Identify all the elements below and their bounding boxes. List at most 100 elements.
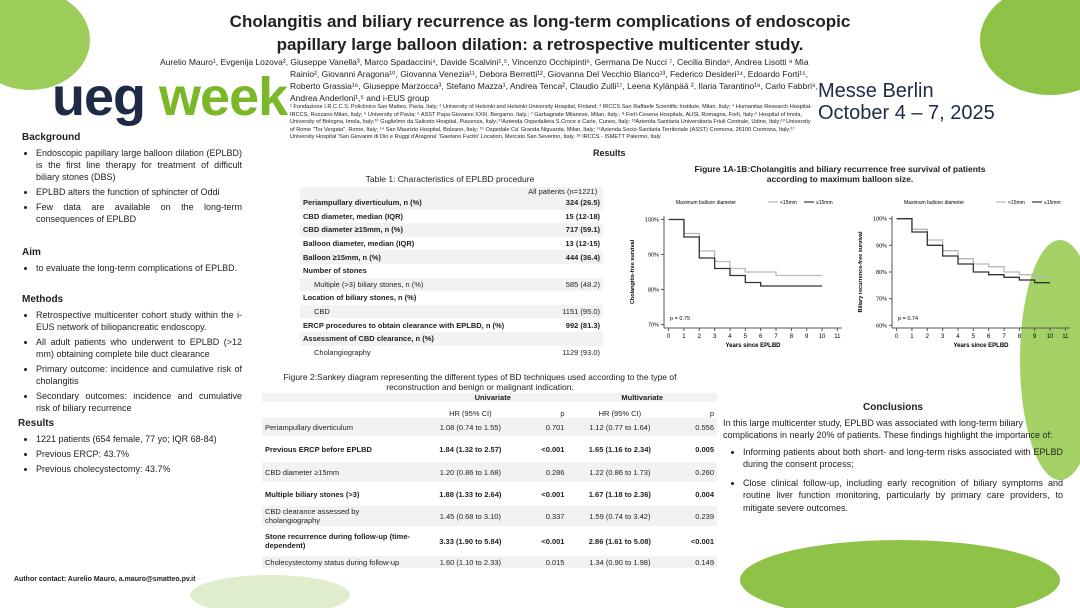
section-heading: Results	[18, 418, 55, 429]
table-row: CBD clearance assessed by cholangiograph…	[262, 506, 717, 526]
cell: 1.67 (1.18 to 2.36)	[588, 489, 651, 499]
y-axis-label: Cholangitis-free survival	[630, 239, 636, 304]
table-row: Cholangiography 1129 (93.0)	[300, 345, 603, 360]
x-tick-label: 5	[972, 334, 976, 340]
venue: Messe Berlin October 4 – 7, 2025	[818, 80, 995, 124]
x-tick-label: 0	[895, 334, 899, 340]
bullet: Primary outcome: incidence and cumulativ…	[36, 363, 242, 387]
legend-label: <15mm	[780, 200, 797, 206]
cell: CBD clearance assessed by cholangiograph…	[265, 507, 360, 525]
cell: 0.005	[695, 444, 714, 454]
x-tick-label: 7	[1002, 334, 1006, 340]
x-tick-label: 4	[956, 334, 960, 340]
header-row: All patients (n=1221)	[300, 187, 603, 196]
table-row: Multiple (>3) biliary stones, n (%) 585 (…	[300, 277, 603, 292]
x-tick-label: 10	[1047, 334, 1054, 340]
y-tick-label: 90%	[648, 253, 659, 259]
cell: 444 (36.4)	[565, 252, 600, 262]
legend-label: <15mm	[1008, 200, 1025, 206]
table-row: Assessment of CBD clearance, n (%)	[300, 331, 603, 346]
cell: 0.015	[545, 557, 565, 567]
cell: Cholangiography	[314, 347, 371, 357]
survival-curve	[668, 218, 823, 277]
table-row: Previous ERCP before EPLBD 1.84 (1.32 to …	[262, 436, 717, 462]
x-axis-label: Years since EPLBD	[725, 343, 781, 349]
legend-title: Maximum balloon diameter	[676, 200, 736, 206]
cell: Balloon diameter, median (IQR)	[303, 239, 415, 249]
cell: 0.701	[545, 422, 565, 432]
column-row: HR (95% CI) p HR (95% CI) p	[262, 402, 717, 418]
survival-curve	[668, 218, 823, 287]
x-tick-label: 6	[987, 334, 991, 340]
cell: <0.001	[541, 444, 565, 454]
affiliations: ¹ Fondazione I.R.C.C.S. Policlinico San …	[290, 104, 812, 141]
cell	[300, 187, 522, 196]
table-row: CBD 1151 (95.0)	[300, 304, 603, 319]
x-tick-label: 2	[698, 334, 702, 340]
authors: Aurelio Mauro¹, Evgenija Lozova², Giusep…	[160, 57, 818, 103]
x-tick-label: 0	[667, 334, 671, 340]
cell: Stone recurrence during follow-up (time-…	[265, 532, 411, 550]
title-line: Cholangitis and biliary recurrence as lo…	[229, 12, 851, 31]
bullet: Informing patients about both short- and…	[743, 446, 1063, 471]
cell: 0.286	[545, 467, 565, 477]
cell: 1.12 (0.77 to 1.64)	[589, 422, 651, 432]
legend-label: ≥15mm	[1044, 200, 1061, 206]
table-row: Stone recurrence during follow-up (time-…	[262, 526, 717, 556]
venue-dates: October 4 – 7, 2025	[818, 102, 995, 124]
logo-part: week	[159, 67, 288, 127]
x-tick-label: 8	[790, 334, 794, 340]
group-row: Univariate Multivariate	[262, 393, 717, 402]
title-line: papillary large balloon dilation: a retr…	[276, 35, 804, 54]
survival-curve	[896, 218, 1051, 278]
bullet: Endoscopic papillary large balloon dilat…	[36, 147, 242, 183]
cell: CBD diameter ≥15mm	[265, 467, 340, 477]
x-tick-label: 3	[713, 334, 717, 340]
table1: All patients (n=1221) Periampullary diver…	[300, 187, 603, 360]
column-cell: HR (95% CI)	[449, 409, 492, 418]
bullet: Few data are available on the long-term …	[36, 201, 242, 225]
cell: CBD diameter, median (IQR)	[303, 211, 404, 221]
annotation: p = 0.74	[898, 316, 918, 322]
table1-title: Table 1: Characteristics of EPLBD proced…	[365, 174, 535, 184]
x-tick-label: 8	[1018, 334, 1022, 340]
column-cell: p	[560, 409, 565, 418]
figure1-title: Figure 1A-1B:Cholangitis and biliary rec…	[694, 164, 986, 184]
cell	[262, 393, 418, 402]
x-tick-label: 6	[759, 334, 763, 340]
survival-curve	[896, 218, 1051, 284]
legend-title: Maximum balloon diameter	[904, 200, 964, 206]
y-tick-label: 80%	[876, 270, 887, 276]
table-row: ERCP procedures to obtain clearance with…	[300, 318, 603, 332]
bullet: EPLBD alters the function of sphincter o…	[36, 186, 242, 198]
cell: ERCP procedures to obtain clearance with…	[303, 320, 505, 330]
y-tick-label: 70%	[876, 297, 887, 303]
x-tick-label: 3	[941, 334, 945, 340]
cell: 15 (12-18)	[565, 211, 600, 221]
x-tick-label: 1	[910, 334, 914, 340]
cell: 0.149	[695, 557, 714, 567]
cell: 0.004	[695, 489, 714, 499]
y-axis-label: Biliary recurrence-free survival	[858, 231, 864, 312]
conclusions-text: In this large multicenter study, EPLBD w…	[723, 417, 1053, 441]
cell: Multiple biliary stones (>3)	[265, 489, 360, 499]
bullet: 1221 patients (654 female, 77 yo; IQR 68…	[36, 433, 242, 445]
cell: 1.34 (0.90 to 1.98)	[589, 557, 651, 567]
cell: 1.08 (0.74 to 1.55)	[439, 422, 501, 432]
section-heading: Methods	[22, 294, 64, 305]
cell: 992 (81.3)	[565, 320, 600, 330]
x-tick-label: 11	[1062, 334, 1069, 340]
x-tick-label: 1	[682, 334, 686, 340]
table-row: Location of biliary stones, n (%)	[300, 291, 603, 305]
table-row: Balloon diameter, median (IQR) 13 (12-15)	[300, 236, 603, 251]
cell: 3.33 (1.90 to 5.84)	[439, 536, 502, 546]
contact: Author contact: Aurelio Mauro, a.mauro@s…	[14, 576, 196, 583]
cell: Assessment of CBD clearance, n (%)	[303, 334, 434, 344]
bullet: Retrospective multicenter cohort study w…	[36, 309, 242, 333]
logo: ueg week	[52, 66, 288, 128]
cell: Periampullary diverticulum	[265, 422, 353, 432]
cell: <0.001	[541, 489, 565, 499]
table-row: Periampullary diverticulum, n (%) 324 (26…	[300, 196, 603, 210]
